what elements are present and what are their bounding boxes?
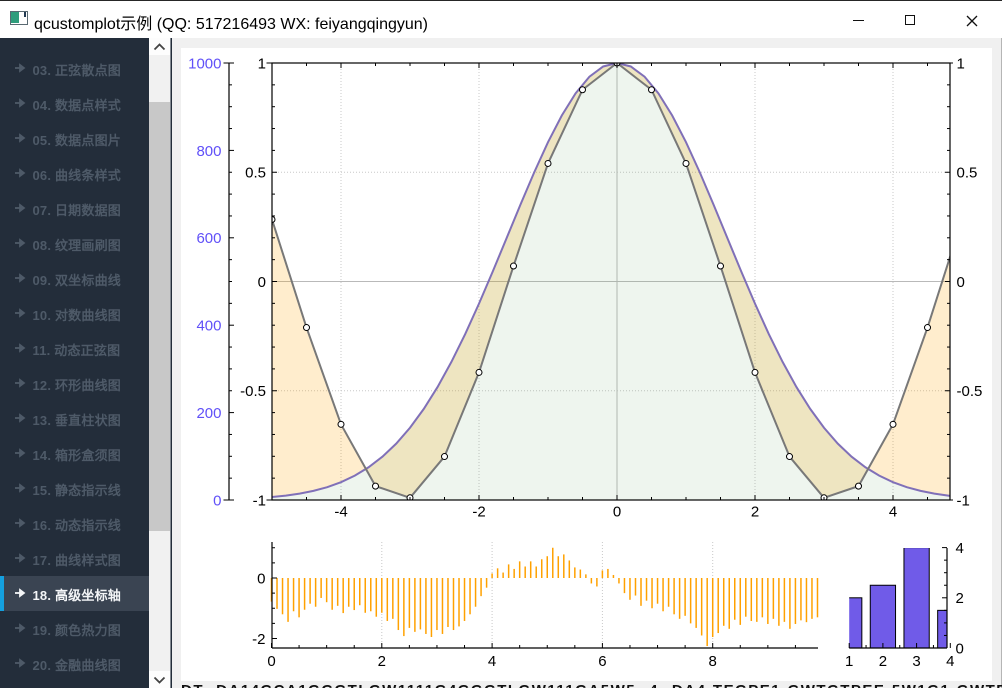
svg-text:0.5: 0.5 — [957, 165, 978, 182]
svg-text:-1: -1 — [957, 492, 970, 509]
svg-text:0: 0 — [258, 274, 266, 291]
svg-text:0: 0 — [213, 492, 221, 509]
svg-text:0: 0 — [613, 504, 621, 521]
svg-text:-2: -2 — [252, 631, 265, 648]
svg-text:6: 6 — [598, 653, 606, 670]
svg-text:1: 1 — [258, 55, 266, 72]
svg-text:1: 1 — [845, 653, 853, 670]
svg-text:400: 400 — [196, 318, 221, 335]
svg-text:-0.5: -0.5 — [957, 383, 983, 400]
svg-text:0: 0 — [957, 274, 965, 291]
svg-text:2: 2 — [751, 504, 759, 521]
svg-text:4: 4 — [956, 540, 964, 557]
svg-text:800: 800 — [196, 143, 221, 160]
svg-text:2: 2 — [879, 653, 887, 670]
svg-text:8: 8 — [709, 653, 717, 670]
svg-text:200: 200 — [196, 405, 221, 422]
svg-text:1000: 1000 — [188, 55, 221, 72]
svg-text:0: 0 — [267, 653, 275, 670]
svg-text:0: 0 — [257, 570, 265, 587]
svg-text:-0.5: -0.5 — [240, 383, 266, 400]
svg-text:3: 3 — [912, 653, 920, 670]
svg-text:1: 1 — [957, 55, 965, 72]
svg-text:4: 4 — [946, 653, 954, 670]
svg-text:-4: -4 — [334, 504, 347, 521]
svg-text:-1: -1 — [253, 492, 266, 509]
svg-text:2: 2 — [956, 590, 964, 607]
svg-text:0: 0 — [956, 640, 964, 657]
svg-text:-2: -2 — [472, 504, 485, 521]
svg-text:4: 4 — [488, 653, 496, 670]
svg-text:2: 2 — [378, 653, 386, 670]
svg-text:600: 600 — [196, 230, 221, 247]
svg-text:4: 4 — [889, 504, 897, 521]
svg-text:0.5: 0.5 — [245, 165, 266, 182]
